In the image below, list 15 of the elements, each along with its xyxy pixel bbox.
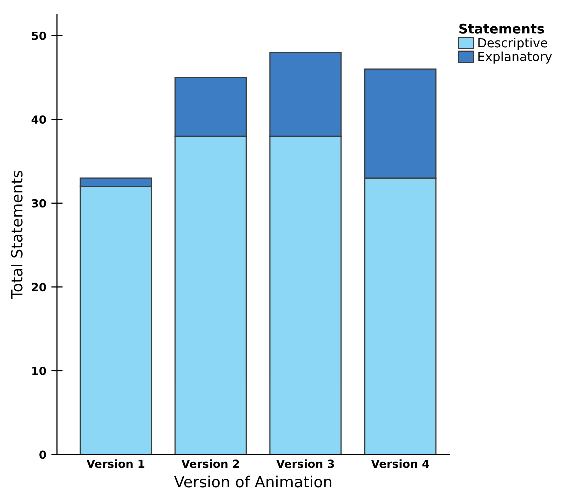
x-tick-label: Version 4 xyxy=(371,460,430,468)
x-tick-label: Version 2 xyxy=(182,460,240,468)
y-tick-label: 0 xyxy=(40,450,46,460)
legend-label: Explanatory xyxy=(478,52,552,64)
x-tick-label: Version 3 xyxy=(276,460,334,468)
y-tick-label: 50 xyxy=(32,32,46,40)
legend-label: Descriptive xyxy=(478,38,548,50)
y-tick-label: 30 xyxy=(32,199,46,208)
y-tick-label: 10 xyxy=(32,366,46,376)
y-tick-label: 40 xyxy=(32,116,46,124)
y-tick-label: 20 xyxy=(32,283,46,292)
x-tick-label: Version 1 xyxy=(86,460,145,468)
legend-title: Statements xyxy=(460,24,544,34)
x-axis-title: Version of Animation xyxy=(174,476,332,488)
y-axis-title: Total Statements xyxy=(11,171,23,300)
